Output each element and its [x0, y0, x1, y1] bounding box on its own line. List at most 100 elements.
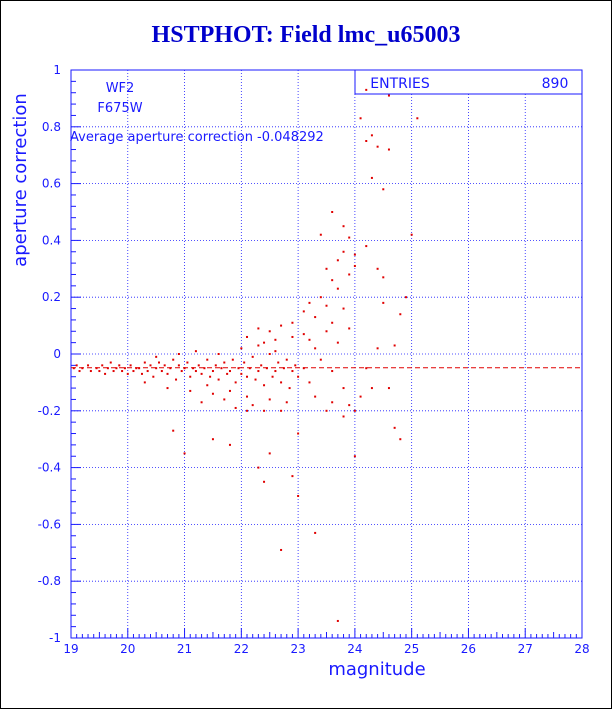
data-point — [387, 148, 390, 151]
data-point — [78, 370, 81, 373]
data-point — [211, 370, 214, 373]
data-point — [302, 310, 305, 313]
x-tick-label: 23 — [290, 642, 305, 656]
data-point — [319, 296, 322, 299]
data-point — [280, 409, 283, 412]
data-point — [291, 321, 294, 324]
data-point — [265, 367, 268, 370]
y-tick-label: 0.4 — [42, 233, 61, 247]
y-tick-label: 0.6 — [42, 177, 61, 191]
x-tick-label: 22 — [234, 642, 249, 656]
data-point — [257, 466, 260, 469]
data-point — [410, 233, 413, 236]
data-point — [353, 253, 356, 256]
data-point — [282, 367, 285, 370]
data-point — [217, 378, 220, 381]
data-point — [342, 387, 345, 390]
data-point — [248, 367, 251, 370]
data-point — [129, 364, 132, 367]
data-point — [226, 372, 229, 375]
y-tick-label: -0.2 — [38, 404, 61, 418]
data-point — [314, 531, 317, 534]
data-point — [98, 370, 101, 373]
data-point — [149, 364, 152, 367]
data-point — [263, 384, 266, 387]
data-point — [228, 370, 231, 373]
data-point — [399, 313, 402, 316]
y-tick-label: 0 — [53, 347, 61, 361]
data-point — [106, 367, 109, 370]
data-point — [177, 353, 180, 355]
data-point — [308, 381, 311, 384]
data-point — [101, 364, 104, 367]
stats-entries-label: ENTRIES — [370, 76, 430, 92]
data-point — [348, 273, 351, 276]
data-point — [291, 335, 294, 338]
data-point — [72, 367, 75, 370]
data-point — [243, 361, 246, 364]
data-point — [365, 245, 368, 248]
data-point — [75, 364, 78, 367]
data-point — [319, 233, 322, 236]
data-point — [246, 335, 249, 338]
data-point — [376, 145, 379, 148]
data-point — [314, 316, 317, 319]
data-point — [155, 367, 158, 370]
data-point — [260, 364, 263, 367]
data-point — [325, 409, 328, 412]
data-point — [180, 370, 183, 373]
data-point — [342, 415, 345, 418]
camera-label: WF2 — [106, 81, 135, 96]
stats-entries-value: 890 — [542, 76, 569, 92]
data-point — [277, 361, 280, 364]
data-point — [365, 140, 368, 142]
data-point — [81, 367, 84, 370]
data-point — [104, 372, 107, 375]
y-tick-label: -0.8 — [38, 574, 61, 588]
data-point — [274, 370, 277, 373]
data-point — [189, 389, 192, 392]
data-point — [257, 344, 260, 347]
data-point — [268, 398, 271, 401]
filter-label: F675W — [97, 101, 142, 116]
data-point — [336, 259, 339, 262]
data-point — [297, 375, 300, 378]
x-tick-label: 26 — [461, 642, 476, 656]
data-point — [294, 364, 297, 367]
data-point — [118, 364, 121, 367]
data-point — [209, 375, 212, 378]
data-point — [271, 375, 274, 378]
data-point — [132, 370, 135, 373]
data-point — [172, 429, 175, 432]
average-correction-label: Average aperture correction -0.048292 — [70, 130, 324, 145]
data-point — [370, 176, 373, 179]
data-point — [404, 296, 407, 299]
data-point — [263, 480, 266, 483]
data-point — [393, 344, 396, 347]
data-point — [331, 211, 334, 213]
data-point — [353, 455, 356, 458]
data-point — [370, 387, 373, 390]
data-point — [331, 321, 334, 324]
data-point — [123, 367, 126, 370]
data-point — [280, 548, 283, 551]
data-point — [370, 134, 373, 137]
data-point — [280, 381, 283, 384]
data-point — [223, 398, 226, 401]
data-point — [342, 250, 345, 253]
data-point — [342, 225, 345, 228]
data-point — [416, 117, 419, 120]
data-point — [288, 387, 291, 390]
data-point — [308, 338, 311, 341]
data-point — [257, 327, 260, 330]
data-point — [194, 370, 197, 373]
x-tick-label: 21 — [177, 642, 192, 656]
y-tick-label: 0.8 — [42, 120, 61, 134]
data-point — [234, 381, 237, 384]
data-point — [203, 367, 206, 370]
y-tick-label: 1 — [53, 63, 61, 77]
data-point — [206, 358, 209, 361]
data-point — [206, 384, 209, 387]
